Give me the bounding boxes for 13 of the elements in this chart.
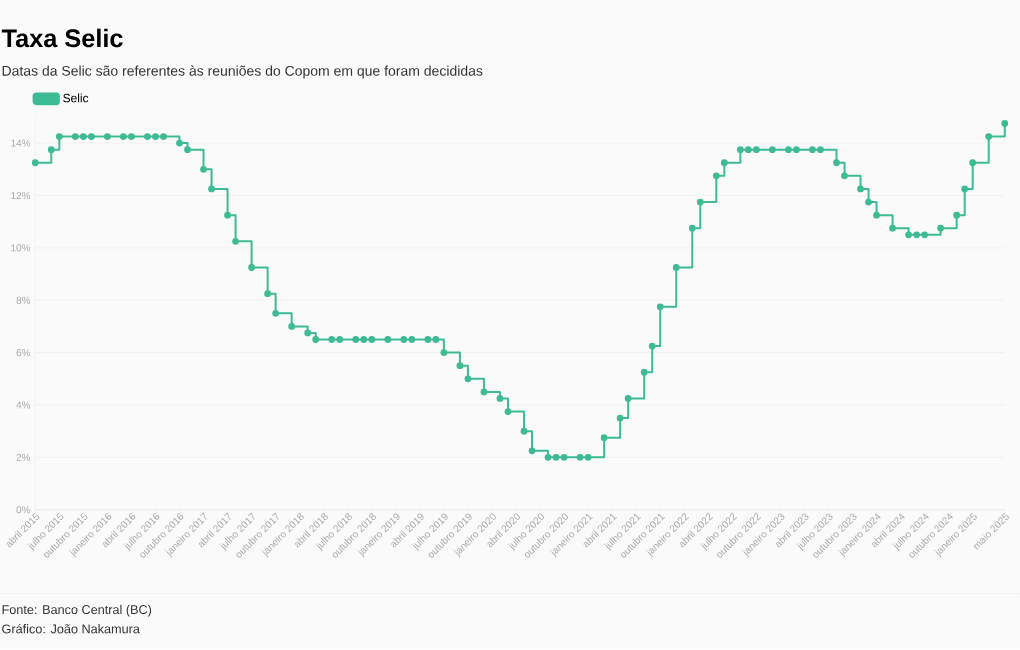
y-tick-label: 2%	[16, 454, 31, 462]
y-tick-label: 0%	[16, 506, 31, 514]
y-tick-label: 12%	[11, 192, 31, 200]
y-tick-label: 10%	[11, 244, 31, 252]
legend-label: Selic	[63, 93, 89, 103]
y-tick-label: 14%	[11, 139, 31, 147]
y-tick-label: 4%	[16, 401, 31, 409]
y-tick-label: 8%	[16, 296, 31, 304]
y-tick-label: 6%	[16, 349, 31, 357]
source-note: Fonte: Banco Central (BC)	[2, 604, 152, 617]
chart-title: Taxa Selic	[1, 28, 123, 48]
text: Gráfico: João Nakamura	[2, 624, 140, 634]
chart-subtitle: Datas da Selic são referentes às reuniões do Copom em que foram decididas	[2, 65, 483, 79]
